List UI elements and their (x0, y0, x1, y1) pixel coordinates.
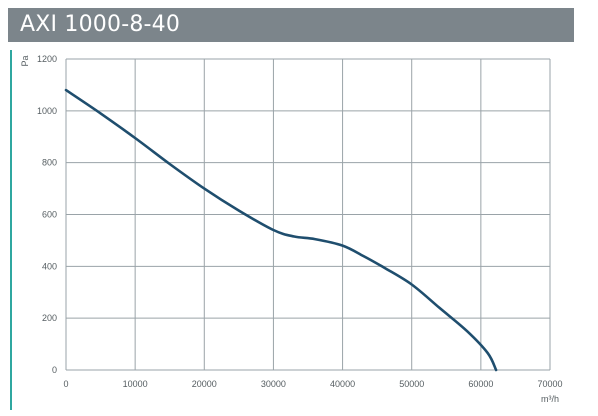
x-tick-label: 60000 (468, 379, 493, 389)
y-tick-label: 800 (42, 158, 57, 168)
x-tick-label: 50000 (399, 379, 424, 389)
x-axis-ticks: 0 10000 20000 30000 40000 50000 60000 70000 (63, 379, 562, 389)
chart-title: AXI 1000-8-40 (8, 8, 574, 42)
y-axis-unit: Pa (20, 55, 30, 66)
y-tick-label: 200 (42, 313, 57, 323)
y-tick-label: 400 (42, 261, 57, 271)
x-tick-label: 10000 (123, 379, 148, 389)
x-tick-label: 30000 (261, 379, 286, 389)
x-tick-label: 40000 (330, 379, 355, 389)
x-tick-label: 0 (63, 379, 68, 389)
chart-grid (65, 58, 551, 371)
x-tick-label: 20000 (192, 379, 217, 389)
fan-curve-line (64, 88, 498, 372)
y-tick-label: 0 (52, 365, 57, 375)
y-axis-ticks: 0 200 400 600 800 1000 1200 (37, 54, 57, 375)
accent-bar (10, 50, 12, 410)
x-axis-unit: m³/h (541, 394, 559, 404)
x-tick-label: 70000 (537, 379, 562, 389)
y-tick-label: 1000 (37, 106, 57, 116)
y-tick-label: 600 (42, 210, 57, 220)
y-tick-label: 1200 (37, 54, 57, 64)
